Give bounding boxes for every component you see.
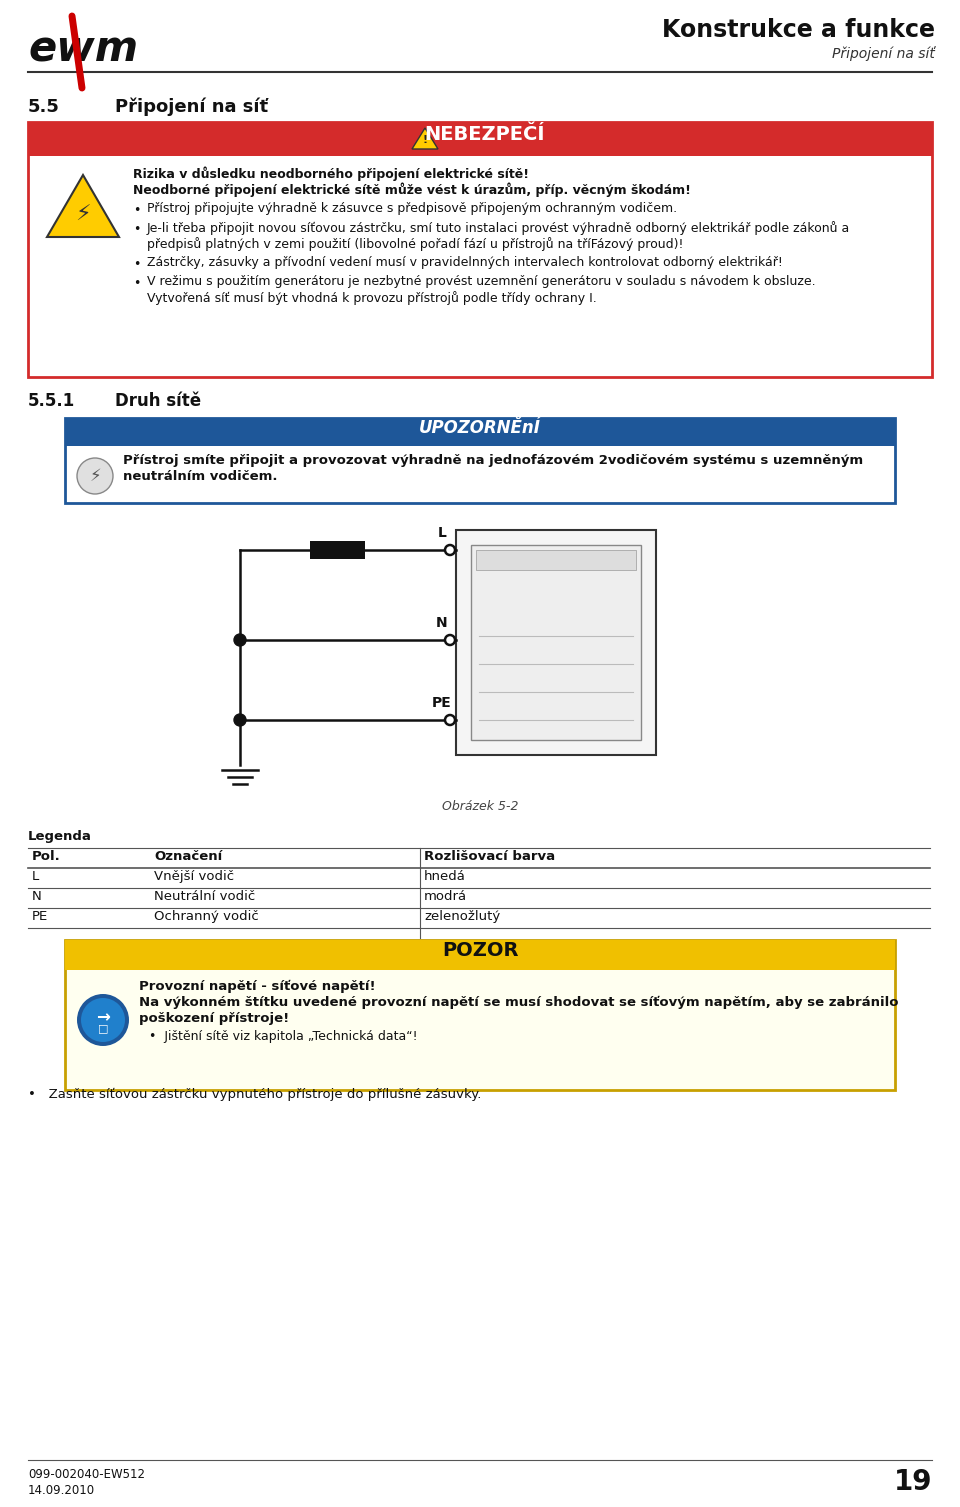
Text: N: N <box>32 891 41 903</box>
Circle shape <box>234 634 246 647</box>
Text: ewm: ewm <box>28 29 138 69</box>
Text: 14.09.2010: 14.09.2010 <box>28 1484 95 1496</box>
Text: zelenožlutý: zelenožlutý <box>424 910 500 922</box>
Text: 19: 19 <box>894 1468 932 1496</box>
Circle shape <box>77 995 129 1046</box>
Text: 5.5.1: 5.5.1 <box>28 392 75 410</box>
Text: PE: PE <box>432 696 452 710</box>
Text: •   Zasňte síťovou zástrčku vypnutého přístroje do přílušné zásuvky.: • Zasňte síťovou zástrčku vypnutého přís… <box>28 1088 481 1102</box>
Circle shape <box>77 458 113 494</box>
Text: Obrázek 5-2: Obrázek 5-2 <box>442 800 518 812</box>
Bar <box>65 417 895 446</box>
Text: Přístroj smíte připojit a provozovat výhradně na jednofázovém 2vodičovém systému: Přístroj smíte připojit a provozovat výh… <box>123 454 863 467</box>
Text: Rozlišovací barva: Rozlišovací barva <box>424 850 555 864</box>
Text: Na výkonném štítku uvedené provozní napětí se musí shodovat se síťovým napětím, : Na výkonném štítku uvedené provozní napě… <box>139 996 899 1010</box>
Bar <box>456 530 656 755</box>
Text: Provozní napětí - síťové napětí!: Provozní napětí - síťové napětí! <box>139 980 375 993</box>
Text: Vnější vodič: Vnější vodič <box>154 870 234 883</box>
Text: 5.5: 5.5 <box>28 98 60 116</box>
Text: →: → <box>96 1008 110 1026</box>
Text: •: • <box>133 203 140 217</box>
Text: V režimu s použitím generátoru je nezbytné provést uzemnění generátoru v souladu: V režimu s použitím generátoru je nezbyt… <box>147 274 816 288</box>
Text: Vytvořená síť musí být vhodná k provozu přístrojů podle třídy ochrany I.: Vytvořená síť musí být vhodná k provozu … <box>147 291 597 304</box>
Text: ⚡: ⚡ <box>75 205 91 225</box>
Text: •: • <box>133 277 140 289</box>
Text: L: L <box>32 870 39 883</box>
Text: Legenda: Legenda <box>28 830 92 842</box>
Text: předpisů platných v zemi použití (libovolné pořadí fází u přístrojů na tříFázový: předpisů platných v zemi použití (libovo… <box>147 237 684 252</box>
Bar <box>65 940 895 1090</box>
Text: Připojení na síť: Připojení na síť <box>832 47 935 60</box>
Text: □: □ <box>98 1023 108 1032</box>
Bar <box>28 122 932 157</box>
Polygon shape <box>412 128 438 149</box>
Circle shape <box>81 998 125 1041</box>
Text: •: • <box>133 223 140 237</box>
Text: 099-002040-EW512: 099-002040-EW512 <box>28 1468 145 1481</box>
Text: ⚡: ⚡ <box>89 467 101 485</box>
Bar <box>65 940 895 971</box>
Text: Je-li třeba připojit novou síťovou zástrčku, smí tuto instalaci provést výhradně: Je-li třeba připojit novou síťovou zástr… <box>147 222 851 235</box>
Text: POZOR: POZOR <box>442 942 518 960</box>
Text: modrá: modrá <box>424 891 468 903</box>
Circle shape <box>445 634 455 645</box>
Text: •: • <box>133 258 140 271</box>
Text: poškození přístroje!: poškození přístroje! <box>139 1013 289 1025</box>
Text: Ochranný vodič: Ochranný vodič <box>154 910 259 922</box>
Text: Neodborné připojení elektrické sítě může vést k úrazům, příp. věcným škodám!: Neodborné připojení elektrické sítě může… <box>133 182 691 196</box>
Text: UPOZORNĚnÍ: UPOZORNĚnÍ <box>420 419 540 437</box>
Text: Přístroj připojujte výhradně k zásuvce s předpisově připojeným ochranným vodičem: Přístroj připojujte výhradně k zásuvce s… <box>147 202 677 216</box>
Circle shape <box>445 546 455 555</box>
Bar <box>310 541 365 559</box>
Circle shape <box>234 714 246 726</box>
Polygon shape <box>47 175 119 237</box>
Text: neutrálním vodičem.: neutrálním vodičem. <box>123 470 277 484</box>
Text: Pol.: Pol. <box>32 850 60 864</box>
Circle shape <box>445 714 455 725</box>
Text: !: ! <box>422 136 427 145</box>
Text: L: L <box>438 526 446 540</box>
Text: Druh sítě: Druh sítě <box>115 392 202 410</box>
Text: N: N <box>436 616 447 630</box>
Text: Označení: Označení <box>154 850 223 864</box>
Text: Připojení na síť: Připojení na síť <box>115 98 268 116</box>
Text: hnedá: hnedá <box>424 870 466 883</box>
Text: Neutrální vodič: Neutrální vodič <box>154 891 255 903</box>
Bar <box>471 546 641 740</box>
Text: Zástrčky, zásuvky a přívodní vedení musí v pravidelnných intervalech kontrolovat: Zástrčky, zásuvky a přívodní vedení musí… <box>147 256 782 270</box>
Text: NEBEZPEČÍ: NEBEZPEČÍ <box>424 125 545 143</box>
Text: Konstrukce a funkce: Konstrukce a funkce <box>662 18 935 42</box>
Bar <box>65 417 895 503</box>
Text: •  Jištění sítě viz kapitola „Technická data“!: • Jištění sítě viz kapitola „Technická d… <box>149 1029 418 1043</box>
Text: PE: PE <box>32 910 48 922</box>
Bar <box>28 122 932 377</box>
Bar <box>476 550 636 570</box>
Text: Rizika v důsledku neodborného připojení elektrické sítě!: Rizika v důsledku neodborného připojení … <box>133 166 529 181</box>
